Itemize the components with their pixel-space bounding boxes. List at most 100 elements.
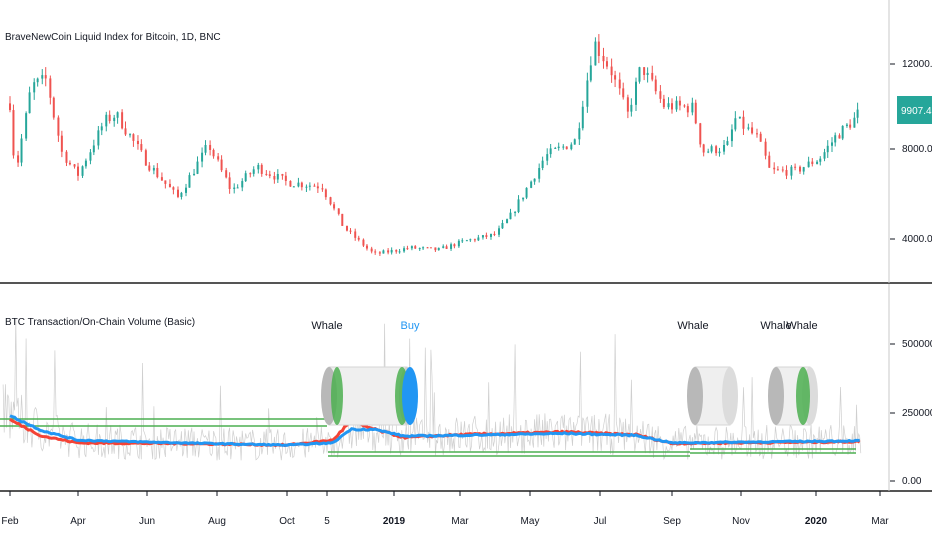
candle-body xyxy=(92,145,95,153)
candle-body xyxy=(610,66,613,76)
price-tick-label: 4000.00 xyxy=(902,234,932,245)
candle-body xyxy=(422,247,425,249)
candle-body xyxy=(726,141,729,145)
candle-body xyxy=(97,130,100,146)
candle-body xyxy=(265,173,268,175)
candle-body xyxy=(289,180,292,187)
candle-body xyxy=(297,182,300,187)
signal-label: Whale xyxy=(760,320,791,332)
candle-body xyxy=(204,144,207,153)
candle-body xyxy=(730,129,733,142)
volume-pane-title: BTC Transaction/On-Chain Volume (Basic) xyxy=(5,317,195,328)
candle-body xyxy=(382,250,385,254)
candle-body xyxy=(849,124,852,128)
candle-body xyxy=(362,239,365,246)
candle-body xyxy=(193,173,196,176)
candle-body xyxy=(300,182,303,188)
volume-moving-averages xyxy=(9,414,861,448)
candle-body xyxy=(260,164,263,174)
candle-body xyxy=(429,247,432,249)
candle-body xyxy=(581,106,584,129)
candle-body xyxy=(406,248,409,250)
candle-body xyxy=(28,92,31,114)
candle-body xyxy=(450,244,453,249)
time-tick-label: Mar xyxy=(871,516,889,527)
candle-body xyxy=(49,78,52,98)
time-axis: Feb Apr Jun Aug Oct 5 2019 Mar May Jul S… xyxy=(1,491,889,527)
last-price-badge: 9907.49 xyxy=(897,96,932,124)
candle-body xyxy=(354,231,357,238)
candle-body xyxy=(249,173,252,175)
signal-label: Whale xyxy=(677,320,708,332)
candle-body xyxy=(349,230,352,232)
candle-body xyxy=(403,248,406,252)
candle-body xyxy=(723,144,726,152)
candle-body xyxy=(68,162,71,165)
candle-body xyxy=(498,228,501,235)
candle-body xyxy=(686,106,689,113)
candle-body xyxy=(305,186,308,188)
candle-body xyxy=(418,248,421,250)
candle-body xyxy=(816,161,819,165)
candle-body xyxy=(546,154,549,161)
candle-body xyxy=(284,175,287,181)
candle-body xyxy=(594,41,597,66)
candle-body xyxy=(691,102,694,113)
candle-body xyxy=(148,165,151,171)
time-tick-label: Jun xyxy=(139,516,155,527)
candle-body xyxy=(654,79,657,92)
candle-body xyxy=(659,91,662,99)
candle-body xyxy=(196,161,199,174)
candle-body xyxy=(410,246,413,249)
signal-cylinder xyxy=(768,366,818,426)
candle-body xyxy=(630,104,633,112)
candle-body xyxy=(168,183,171,188)
candle-body xyxy=(481,235,484,238)
candle-body xyxy=(20,138,23,163)
candle-body xyxy=(614,75,617,80)
time-tick-label: Oct xyxy=(279,516,295,527)
signal-cylinder-right-cap xyxy=(722,367,738,425)
candle-body xyxy=(100,126,103,131)
candle-body xyxy=(675,100,678,110)
candle-body xyxy=(209,144,212,150)
candle-body xyxy=(36,78,39,83)
candle-body xyxy=(308,185,311,187)
price-tick-label: 12000.00 xyxy=(902,59,932,70)
candle-body xyxy=(525,187,528,198)
candle-body xyxy=(554,147,557,149)
candle-body xyxy=(225,170,228,178)
candle-body xyxy=(549,148,552,155)
candle-body xyxy=(506,219,509,224)
candle-body xyxy=(378,252,381,254)
candle-body xyxy=(501,223,504,229)
candle-body xyxy=(831,142,833,146)
candle-body xyxy=(747,127,750,129)
candle-body xyxy=(398,251,401,253)
candle-body xyxy=(605,61,608,67)
candle-body xyxy=(445,246,448,249)
candle-body xyxy=(751,127,754,134)
price-candles xyxy=(9,34,859,256)
candle-body xyxy=(426,247,429,249)
candle-body xyxy=(220,159,223,171)
candle-body xyxy=(618,79,621,89)
candle-body xyxy=(707,151,710,153)
candle-body xyxy=(635,81,637,105)
candle-body xyxy=(514,212,517,214)
candle-body xyxy=(578,128,581,140)
candle-body xyxy=(434,247,437,251)
candle-body xyxy=(694,102,697,124)
candle-body xyxy=(437,247,440,251)
candle-body xyxy=(73,164,76,167)
candle-body xyxy=(365,245,368,249)
candle-body xyxy=(60,135,63,152)
candle-body xyxy=(807,161,810,168)
candle-body xyxy=(530,181,533,188)
candle-body xyxy=(84,160,87,167)
candle-body xyxy=(41,75,44,79)
candle-body xyxy=(702,144,705,153)
time-tick-label: Aug xyxy=(208,516,226,527)
candle-body xyxy=(845,124,848,126)
